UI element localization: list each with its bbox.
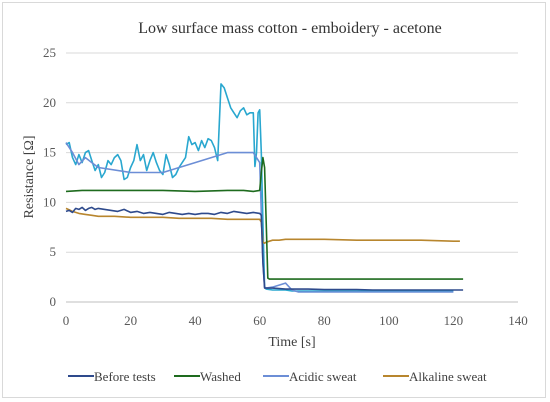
chart-frame <box>2 2 546 398</box>
series-line-before-tests <box>65 206 464 291</box>
series-line-washed <box>65 156 464 280</box>
x-tick-label: 120 <box>444 313 464 328</box>
y-tick-label: 5 <box>50 244 57 259</box>
x-tick-label: 0 <box>63 313 70 328</box>
y-tick-label: 10 <box>43 194 56 209</box>
x-tick-label: 80 <box>318 313 331 328</box>
y-tick-label: 0 <box>50 294 57 309</box>
x-tick-label: 60 <box>253 313 266 328</box>
chart-title: Low surface mass cotton - emboidery - ac… <box>138 20 441 37</box>
legend-label-alkaline-sweat: Alkaline sweat <box>409 369 487 384</box>
x-tick-label: 20 <box>124 313 137 328</box>
x-axis-ticks: 0 20 40 60 80 100 120 140 <box>63 313 528 328</box>
gridlines <box>66 52 518 253</box>
y-tick-label: 15 <box>43 145 56 160</box>
legend-label-before-tests: Before tests <box>94 369 156 384</box>
legend-label-acidic-sweat: Acidic sweat <box>289 369 357 384</box>
legend: Before tests Washed Acidic sweat Alkaline s… <box>68 369 487 384</box>
y-tick-label: 25 <box>43 45 56 60</box>
x-tick-label: 100 <box>379 313 399 328</box>
y-axis-ticks: 0 5 10 15 20 25 <box>43 45 56 309</box>
y-axis-label: Resistance [Ω] <box>22 135 37 218</box>
y-tick-label: 20 <box>43 95 56 110</box>
x-tick-label: 140 <box>508 313 528 328</box>
series-lines <box>65 83 464 293</box>
legend-label-washed: Washed <box>200 369 241 384</box>
series-line-series-4 <box>65 83 454 292</box>
series-line-alkaline-sweat <box>65 207 460 244</box>
x-axis-label: Time [s] <box>268 335 315 350</box>
x-tick-label: 40 <box>189 313 202 328</box>
